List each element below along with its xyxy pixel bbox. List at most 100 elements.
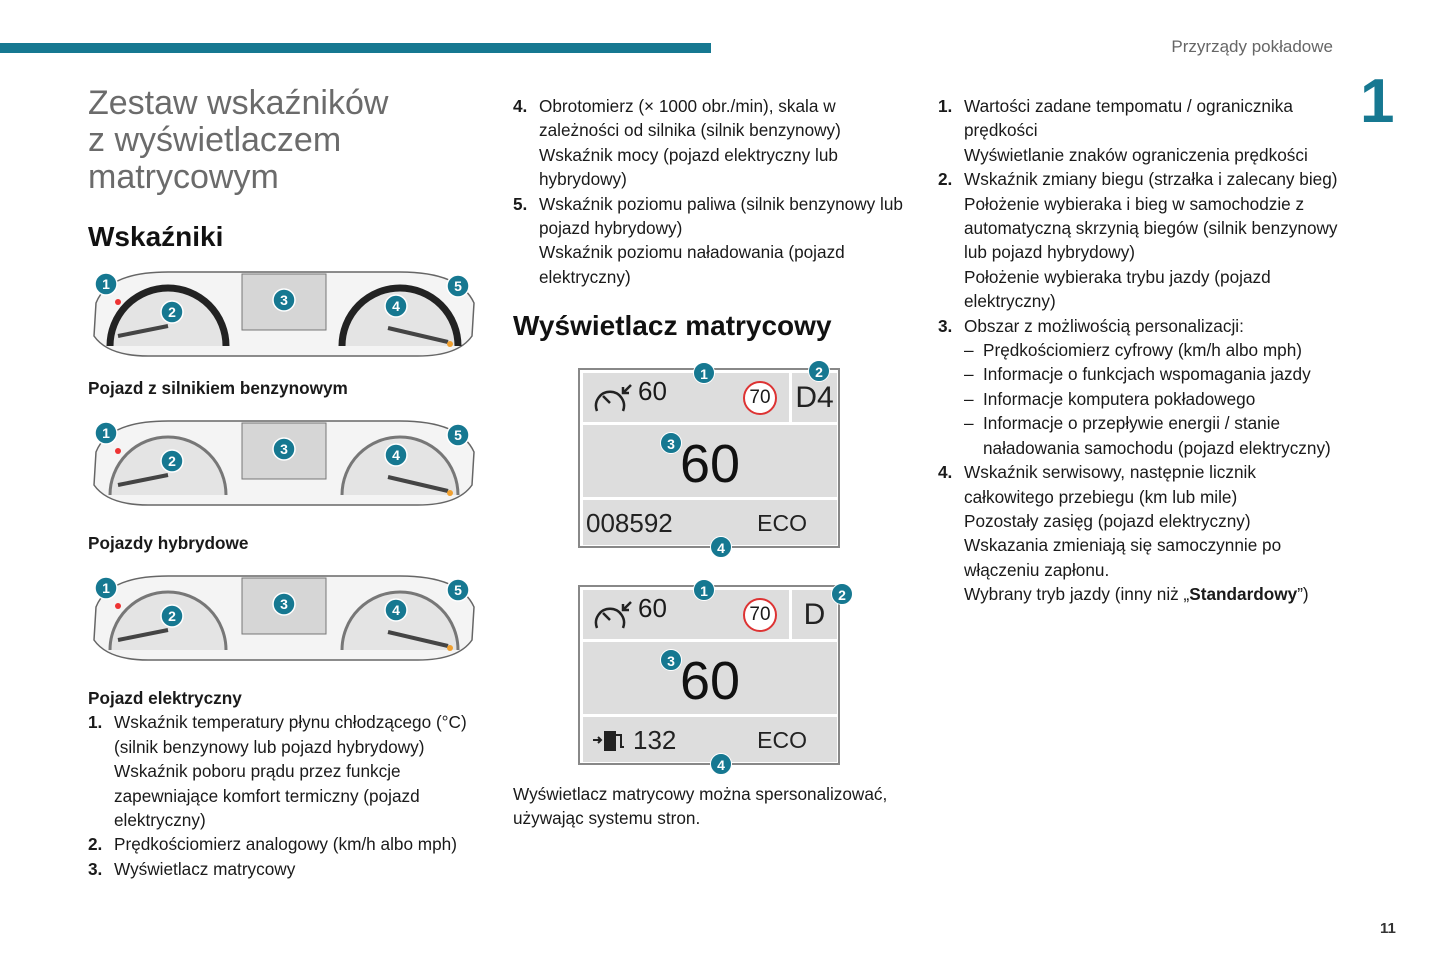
- item-text: Wartości zadane tempomatu / ogranicznika…: [964, 96, 1293, 141]
- chapter-number: 1: [1360, 67, 1395, 136]
- item-text: Obszar z możliwością personalizacji:: [964, 315, 1244, 336]
- list-item: 2. Prędkościomierz analogowy (km/h albo m…: [88, 832, 488, 856]
- bottom-row: 132 ECO: [583, 717, 837, 762]
- sub-item: Informacje komputera pokładowego: [964, 387, 1338, 412]
- item-text: Obrotomierz (× 1000 obr./min), skala w z…: [539, 96, 841, 141]
- sub-item: Informacje o funkcjach wspomagania jazdy: [964, 362, 1338, 387]
- speed-limit-sign: 70: [743, 598, 777, 632]
- callout-badge: [272, 437, 296, 461]
- speed-needle: [117, 472, 169, 487]
- item-number: 3.: [88, 858, 103, 879]
- list-item: 4. Wskaźnik serwisowy, następnie licznik …: [938, 460, 1338, 606]
- sub-item: Informacje o przepływie energii / stanie…: [964, 411, 1338, 460]
- callout-badge-number: 4: [392, 602, 400, 618]
- speedometer-cruise-icon: [594, 601, 632, 629]
- speed-needle: [117, 627, 169, 642]
- list-item: 3. Wyświetlacz matrycowy: [88, 857, 488, 881]
- section-title: Zestaw wskaźników z wyświetlaczem matryc…: [88, 85, 488, 196]
- drive-mode: ECO: [757, 510, 807, 536]
- item-number: 1.: [88, 712, 103, 733]
- charging-range-icon: [593, 731, 624, 751]
- callout-badge: 2: [808, 360, 830, 382]
- callout-badge: 4: [710, 536, 732, 558]
- title-line: Zestaw wskaźników: [88, 84, 389, 122]
- item-number: 4.: [938, 462, 953, 483]
- running-title: Przyrządy pokładowe: [1171, 37, 1333, 56]
- callout-badge-number: 4: [392, 298, 400, 314]
- callout-badge-number: 2: [168, 453, 176, 469]
- digital-speed: 60: [583, 642, 837, 714]
- callout-badge: 4: [710, 753, 732, 775]
- cruise-row: 60 70: [583, 373, 789, 422]
- list-item: 1. Wartości zadane tempomatu / ograniczni…: [938, 94, 1338, 167]
- warning-dot: [447, 341, 453, 347]
- item-number: 4.: [513, 96, 528, 116]
- cluster-caption: Pojazdy hybrydowe: [88, 533, 249, 554]
- callout-badge: [94, 272, 118, 296]
- page-number: 11: [1380, 920, 1396, 937]
- rev-needle: [387, 474, 449, 493]
- cluster-caption: Pojazd z silnikiem benzynowym: [88, 378, 348, 399]
- item-number: 5.: [513, 193, 528, 214]
- column-2: 4. Obrotomierz (× 1000 obr./min), skala w…: [513, 94, 913, 828]
- callout-badge: [384, 597, 408, 622]
- callout-badge-number: 2: [168, 608, 176, 624]
- item-text: Wskaźnik poboru prądu przez funkcje zape…: [114, 761, 420, 831]
- callout-badge: [160, 603, 184, 628]
- matrix-display-petrol: 60 70 D4 60 008592 ECO 1 2 3 4: [578, 360, 840, 558]
- cluster-figure-hybrid: 1 2 3 4 5: [88, 417, 488, 517]
- bold-mode-name: Standardowy: [1189, 584, 1298, 605]
- title-line: z wyświetlaczem: [88, 121, 342, 159]
- set-speed: 60: [638, 593, 667, 623]
- list-item: 5. Wskaźnik poziomu paliwa (silnik benzyn…: [513, 192, 913, 290]
- text-span: ”): [1297, 584, 1309, 605]
- list-item: 1. Wskaźnik temperatury płynu chłodzącego…: [88, 710, 488, 832]
- warning-dot: [115, 299, 121, 305]
- list-item: 3. Obszar z możliwością personalizacji: P…: [938, 314, 1338, 460]
- gear-indicator: D4: [792, 373, 837, 422]
- rev-needle: [387, 629, 449, 648]
- warning-dot: [115, 447, 121, 454]
- item-number: 1.: [938, 96, 953, 116]
- drive-mode: ECO: [757, 727, 807, 753]
- warning-dot: [447, 644, 453, 651]
- callout-badge: [94, 575, 118, 600]
- callout-badge: [384, 443, 408, 467]
- digital-speed: 60: [583, 425, 837, 497]
- remaining-range: 132: [633, 725, 677, 755]
- customization-note: Wyświetlacz matrycowy można spersonalizo…: [513, 784, 888, 829]
- callout-badge: 3: [660, 432, 682, 454]
- item-text: Położenie wybieraka trybu jazdy (pojazd …: [964, 266, 1271, 312]
- legend-list: 4. Obrotomierz (× 1000 obr./min), skala w…: [513, 94, 913, 289]
- column-3: 1. Wartości zadane tempomatu / ograniczni…: [938, 94, 1338, 607]
- legend-list: 1. Wartości zadane tempomatu / ograniczni…: [938, 94, 1338, 607]
- callout-badge: [272, 288, 296, 312]
- title-line: matrycowym: [88, 158, 279, 196]
- callout-badge: [446, 274, 470, 298]
- callout-badge: 2: [831, 583, 853, 605]
- item-text: Wyświetlanie znaków ograniczenia prędkoś…: [964, 144, 1308, 165]
- callout-badge: [160, 449, 184, 473]
- item-text: Wskazania zmieniają się samoczynnie po w…: [964, 535, 1282, 580]
- cluster-figure-electric: 1 2 3 4 5: [88, 572, 488, 672]
- item-text: Wybrany tryb jazdy (inny niż „Standardow…: [964, 582, 1338, 606]
- gear-indicator: D: [792, 590, 837, 639]
- item-text: Pozostały zasięg (pojazd elektryczny): [964, 510, 1251, 531]
- callout-badge: 1: [693, 579, 715, 601]
- item-text: Wskaźnik serwisowy, następnie licznik ca…: [964, 462, 1256, 507]
- speedometer-cruise-icon: [594, 384, 632, 412]
- list-item: 4. Obrotomierz (× 1000 obr./min), skala w…: [513, 94, 913, 192]
- callout-badge: [446, 577, 470, 602]
- column-1: Zestaw wskaźników z wyświetlaczem matryc…: [88, 85, 488, 881]
- callout-badge: [272, 591, 296, 616]
- callout-badge-number: 5: [454, 427, 462, 443]
- callout-badge-number: 2: [168, 304, 176, 320]
- sub-item: Prędkościomierz cyfrowy (km/h albo mph): [964, 338, 1338, 363]
- callout-badge: [94, 421, 118, 445]
- callout-badge: 1: [693, 362, 715, 384]
- callout-badge-number: 3: [280, 292, 288, 308]
- callout-badge: [384, 294, 408, 318]
- item-number: 2.: [88, 834, 103, 855]
- speed-needle: [117, 324, 169, 338]
- callout-badge: [160, 300, 184, 324]
